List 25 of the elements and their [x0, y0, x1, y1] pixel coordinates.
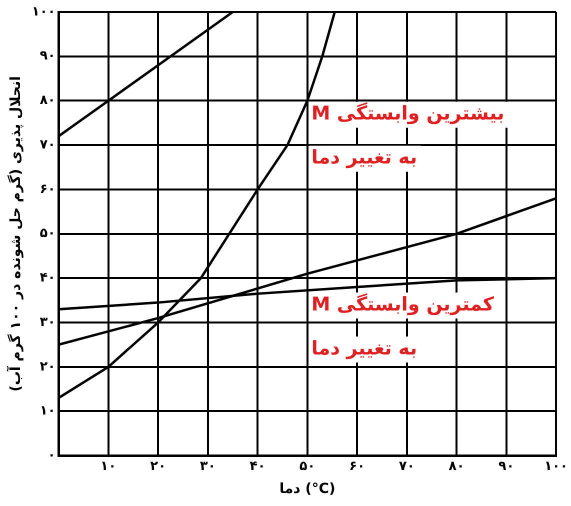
- x-tick-label: ۷۰: [398, 458, 415, 474]
- x-tick-label: ۳۰: [200, 458, 216, 474]
- x-tick-label: ۲۰: [150, 458, 166, 474]
- x-tick-label: ۵۰: [299, 458, 316, 474]
- annotation: بیشترین وابستگی M به تغییر دما: [311, 102, 504, 169]
- y-tick-label: ۳۰: [40, 314, 56, 330]
- y-tick-label: ۶۰: [40, 182, 56, 197]
- y-tick-label: ۱۰۰: [32, 4, 56, 20]
- y-tick-label: ۹۰: [40, 48, 56, 64]
- x-tick-label: ۴۰: [250, 458, 266, 474]
- y-tick-label: ۰: [48, 448, 56, 463]
- x-tick-label: ۱۰: [100, 458, 116, 474]
- x-tick-label: ۸۰: [448, 458, 465, 474]
- x-tick-label: ۹۰: [498, 458, 514, 474]
- y-tick-label: ۸۰: [40, 93, 56, 108]
- y-tick-label: ۱۰: [40, 404, 56, 419]
- x-axis-title: دما (°C): [279, 481, 336, 498]
- x-tick-label: ۱۰۰: [544, 458, 568, 474]
- x-tick-label: ۶۰: [349, 458, 366, 474]
- y-axis-title: انحلال پذیری (گرم حل شونده در ۱۰۰ گرم آب): [6, 76, 24, 392]
- annotation: کمترین وابستگی M به تغییر دما: [311, 292, 495, 360]
- y-tick-label: ۵۰: [40, 226, 56, 242]
- y-tick-label: ۴۰: [40, 270, 56, 286]
- y-tick-label: ۲۰: [40, 359, 56, 374]
- y-tick-label: ۷۰: [40, 137, 56, 152]
